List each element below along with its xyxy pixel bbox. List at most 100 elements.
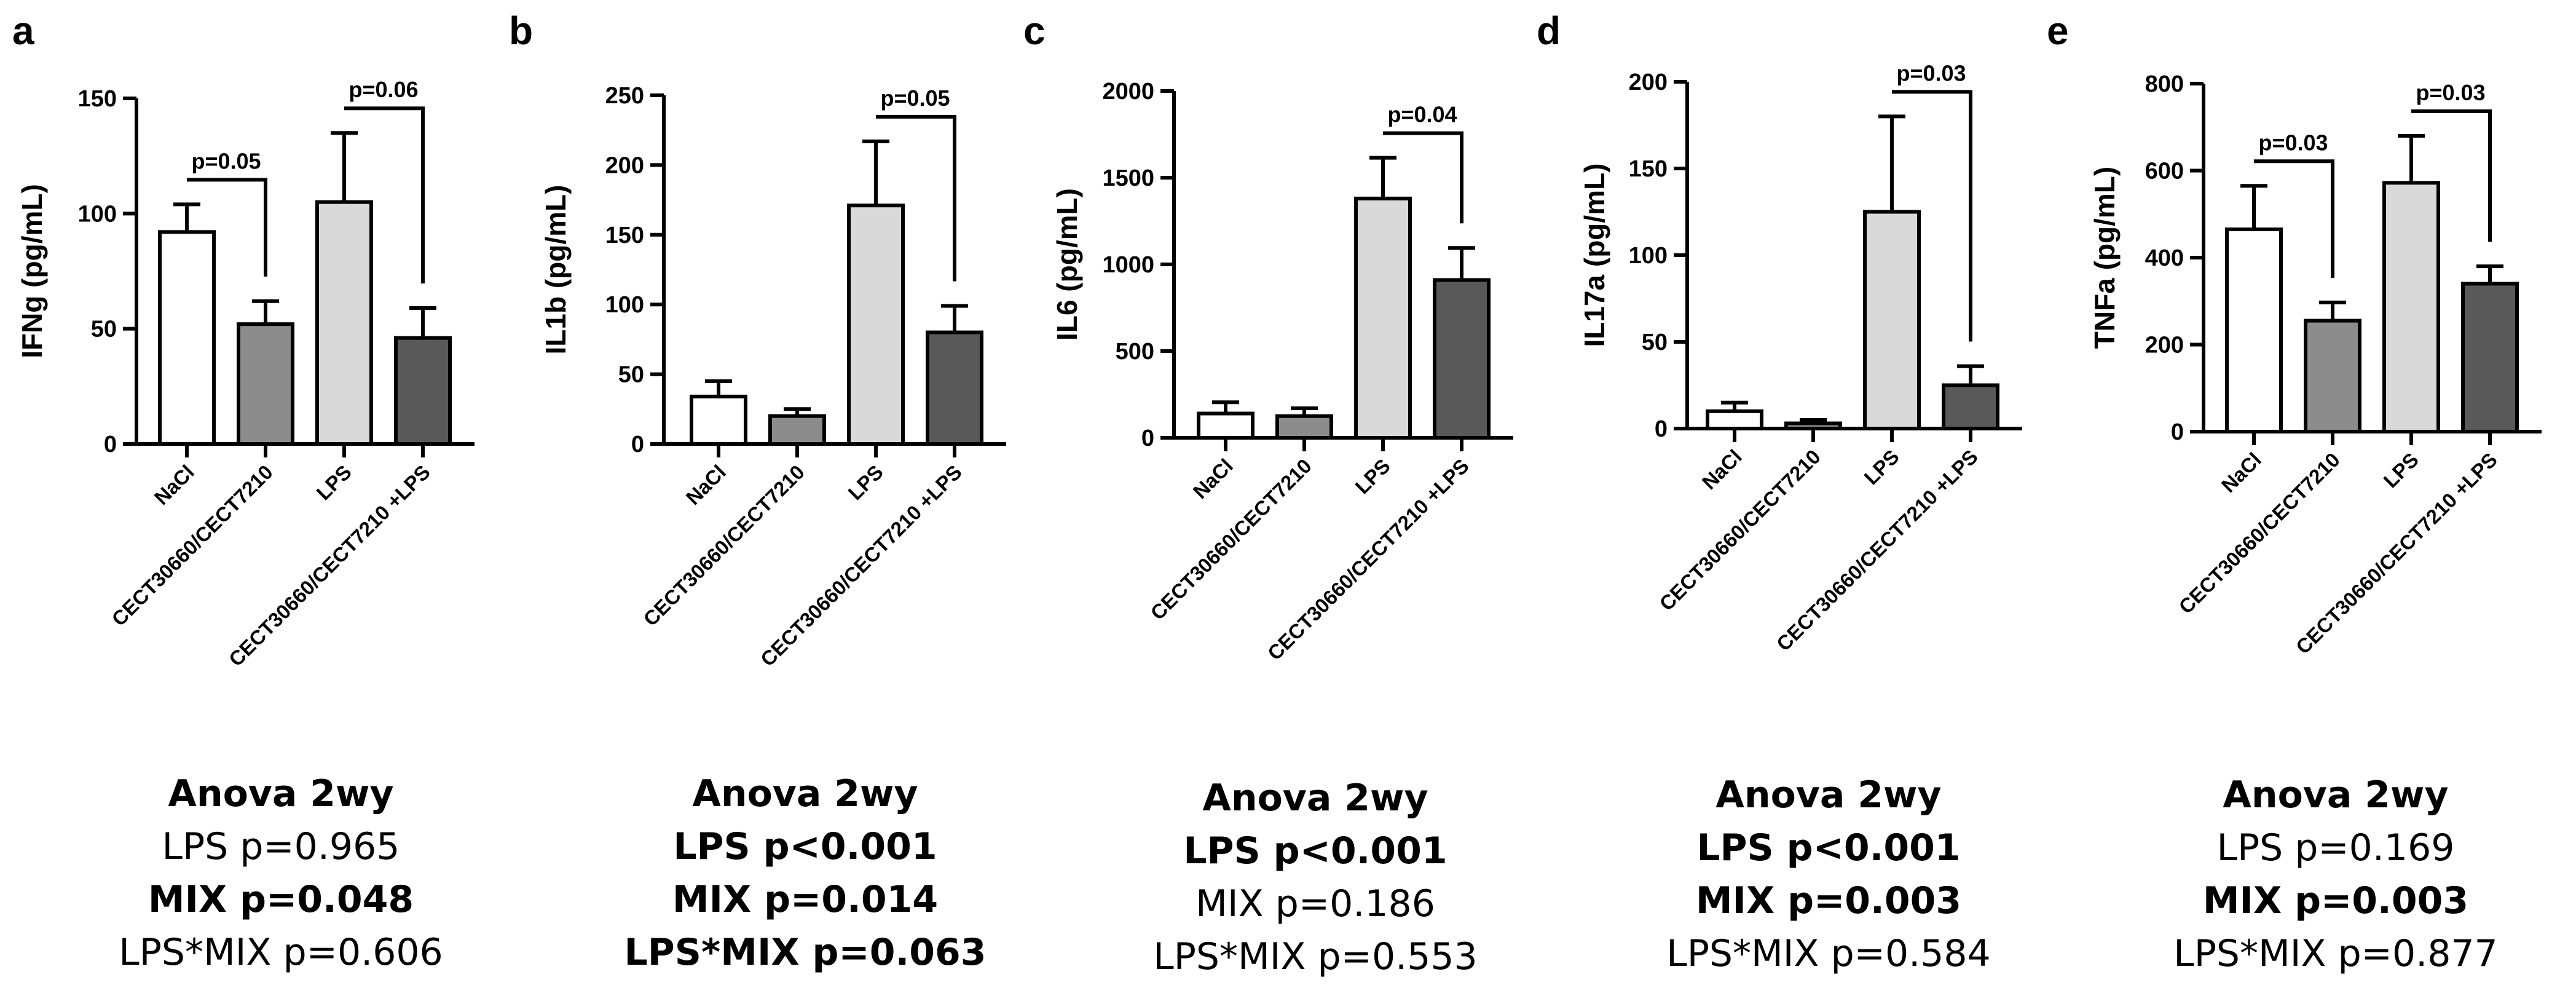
bar (1942, 383, 1999, 430)
p-value-label: p=0.05 (191, 148, 261, 173)
category-label: CECT30660/CECT7210 (1146, 454, 1315, 624)
anova-result: LPS*MIX p=0.606 (119, 931, 443, 974)
significance-bracket (187, 178, 267, 277)
panel-letter: a (12, 9, 34, 53)
category-label: CECT30660/CECT7210 (1655, 445, 1824, 615)
category-label: LPS (312, 461, 356, 505)
anova-result: LPS*MIX p=0.063 (624, 931, 987, 974)
y-tick-label: 200 (2145, 333, 2184, 358)
bar (1784, 421, 1842, 430)
anova-stats-c: Anova 2wy LPS p<0.001 MIX p=0.186 LPS*MIX p… (1100, 772, 1530, 983)
anova-title: Anova 2wy (168, 772, 394, 815)
anova-title: Anova 2wy (1715, 774, 1942, 817)
anova-result: LPS*MIX p=0.584 (1666, 932, 1991, 975)
anova-result: LPS*MIX p=0.877 (2173, 932, 2498, 975)
category-label: NaCl (682, 461, 730, 509)
panel-a: a 0 50 100 150 IFNg (pg/mL) NaClCECT30660/CECT… (12, 9, 475, 671)
p-value-label: p=0.03 (1896, 60, 1966, 85)
bar (2461, 282, 2519, 434)
bar (2304, 318, 2361, 434)
anova-stats-b: Anova 2wy LPS p<0.001 MIX p=0.014 LPS*MIX p… (590, 767, 1020, 979)
category-label: CECT30660/CECT7210 (639, 461, 808, 630)
y-tick-label: 150 (605, 223, 644, 248)
bar (1354, 196, 1412, 440)
anova-title: Anova 2wy (692, 772, 918, 815)
panel-letter: d (1537, 9, 1561, 53)
y-tick-label: 150 (78, 86, 117, 112)
y-tick-label: 0 (2171, 419, 2184, 445)
significance-bracket (2411, 109, 2492, 242)
anova-result: MIX p=0.014 (672, 878, 939, 921)
panel-letter: b (509, 9, 533, 53)
bar (1197, 411, 1255, 440)
y-tick-label: 0 (631, 432, 644, 457)
anova-result: LPS p=0.965 (162, 825, 400, 868)
category-label: NaCl (1698, 445, 1746, 494)
y-axis-label: IL17a (pg/mL) (1578, 163, 1610, 347)
anova-stats-a: Anova 2wy LPS p=0.965 MIX p=0.048 LPS*MIX p… (66, 767, 496, 979)
category-label: NaCl (150, 461, 199, 509)
category-label: LPS (1350, 454, 1395, 499)
significance-bracket (344, 106, 425, 283)
bar (394, 336, 452, 446)
anova-result: LPS p<0.001 (1696, 826, 1961, 869)
y-tick-label: 150 (1629, 156, 1668, 182)
p-value-label: p=0.03 (2258, 130, 2328, 155)
panel-c: c 0 500 1000 1500 2000 IL6 (pg/mL) NaClCECT3066… (1023, 9, 1513, 665)
y-tick-label: 1000 (1102, 252, 1154, 278)
bar (690, 394, 747, 446)
p-value-label: p=0.03 (2416, 80, 2485, 105)
anova-result: MIX p=0.003 (1695, 879, 1962, 922)
anova-result: MIX p=0.048 (148, 878, 414, 921)
anova-result: LPS p<0.001 (1183, 829, 1448, 872)
y-tick-label: 100 (78, 201, 117, 227)
category-label: NaCl (2217, 448, 2266, 497)
y-tick-label: 2000 (1102, 79, 1154, 105)
y-tick-label: 200 (1629, 69, 1668, 95)
y-tick-label: 600 (2145, 159, 2184, 184)
anova-stats-e: Anova 2wy LPS p=0.169 MIX p=0.003 LPS*MIX p… (2121, 769, 2551, 980)
significance-bracket (876, 114, 956, 282)
bar (315, 200, 373, 446)
significance-bracket (1892, 90, 1972, 342)
panel-letter: e (2047, 9, 2069, 53)
bar (237, 322, 294, 446)
y-axis-label: TNFa (pg/mL) (2089, 167, 2121, 349)
p-value-label: p=0.06 (349, 77, 418, 102)
panel-e: e 0 200 400 600 800 TNFa (pg/mL) NaClCECT30660/… (2047, 9, 2542, 659)
panel-letter: c (1023, 9, 1046, 53)
y-tick-label: 100 (605, 292, 644, 318)
y-tick-label: 500 (1116, 339, 1154, 365)
significance-bracket (2254, 159, 2334, 278)
y-tick-label: 50 (91, 317, 117, 342)
y-axis-label: IL1b (pg/mL) (540, 185, 572, 355)
y-axis-label: IFNg (pg/mL) (16, 184, 48, 358)
category-label: CECT30660/CECT7210 (2174, 448, 2344, 618)
anova-result: MIX p=0.186 (1195, 882, 1435, 925)
bar (847, 204, 905, 446)
bar (1706, 409, 1763, 430)
category-label: LPS (2379, 448, 2423, 493)
y-tick-label: 0 (1655, 416, 1668, 442)
anova-title: Anova 2wy (1202, 777, 1428, 820)
bar (768, 414, 826, 446)
bar (1433, 278, 1491, 440)
y-tick-label: 100 (1629, 243, 1668, 269)
category-label: LPS (843, 461, 888, 505)
anova-title: Anova 2wy (2223, 774, 2449, 817)
category-label: LPS (1859, 445, 1904, 489)
anova-result: LPS p=0.169 (2216, 826, 2455, 869)
panel-d: d 0 50 100 150 200 IL17a (pg/mL) NaClCECT30660/… (1537, 9, 2022, 655)
anova-stats-d: Anova 2wy LPS p<0.001 MIX p=0.003 LPS*MIX p… (1613, 769, 2044, 980)
category-label: NaCl (1189, 454, 1237, 503)
y-axis-label: IL6 (pg/mL) (1051, 188, 1083, 341)
y-tick-label: 400 (2145, 245, 2184, 271)
y-tick-label: 50 (618, 362, 644, 388)
bar (2382, 181, 2440, 433)
y-tick-label: 0 (1141, 425, 1154, 451)
bar (1275, 414, 1333, 440)
bar (2225, 228, 2283, 433)
panel-b: b 0 50 100 150 200 250 IL1b (pg/mL) NaClCECT3066… (509, 9, 1006, 671)
y-tick-label: 0 (104, 432, 117, 457)
